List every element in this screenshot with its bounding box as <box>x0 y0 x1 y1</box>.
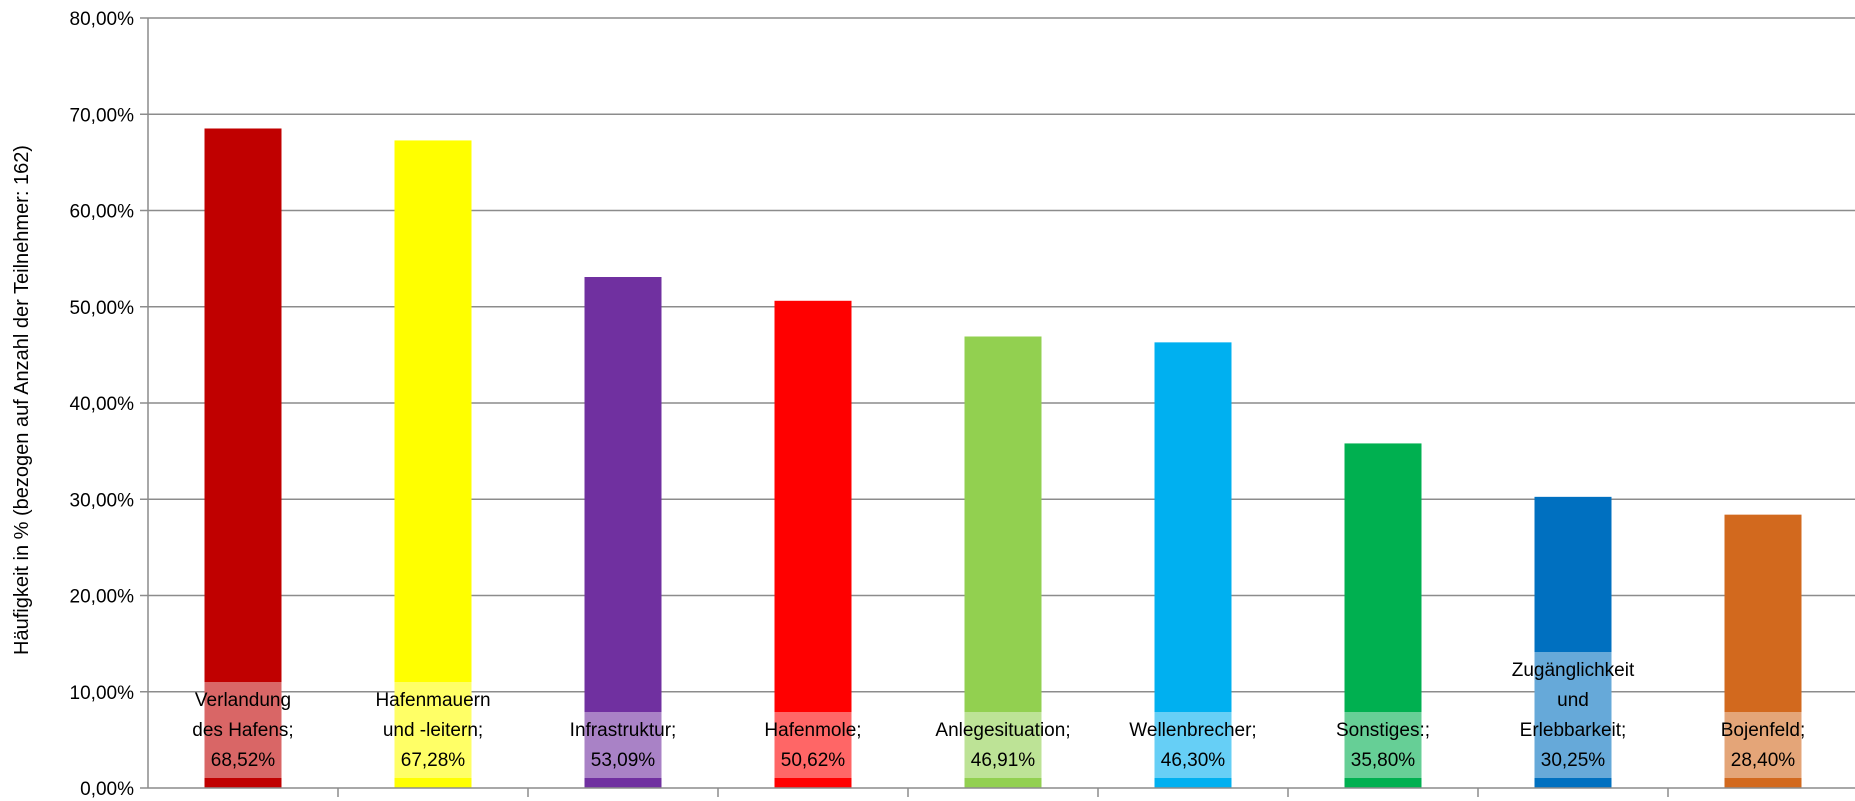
data-label: des Hafens; <box>192 720 293 741</box>
data-label: 35,80% <box>1351 750 1416 771</box>
data-label-background <box>1534 652 1612 778</box>
data-label: Hafenmauern <box>375 690 490 711</box>
bar <box>394 140 472 788</box>
bar <box>1344 443 1422 788</box>
y-tick-label: 20,00% <box>70 587 135 608</box>
y-tick-label: 0,00% <box>80 779 134 800</box>
y-tick-labels: 0,00% 10,00% 20,00% 30,00% 40,00% 50,00% 60,00… <box>70 9 135 800</box>
data-label: Verlandung <box>195 690 291 711</box>
data-label: 68,52% <box>211 750 276 771</box>
data-label: 53,09% <box>591 750 656 771</box>
bar <box>204 128 282 788</box>
y-tick-label: 30,00% <box>70 490 135 511</box>
axes <box>140 17 1855 797</box>
y-axis-label: Häufigkeit in % (bezogen auf Anzahl der … <box>11 145 33 655</box>
data-label: Wellenbrecher; <box>1129 720 1256 741</box>
y-tick-label: 80,00% <box>70 9 135 30</box>
data-label: 46,30% <box>1161 750 1226 771</box>
data-label-background <box>964 712 1042 778</box>
data-label: Zugänglichkeit <box>1512 660 1635 681</box>
data-label: Infrastruktur; <box>570 720 677 741</box>
data-label: Hafenmole; <box>764 720 861 741</box>
bar <box>964 336 1042 788</box>
data-label: Sonstiges:; <box>1336 720 1430 741</box>
data-label-background <box>584 712 662 778</box>
bar <box>1154 342 1232 788</box>
data-label: und -leitern; <box>383 720 483 741</box>
data-label: 50,62% <box>781 750 846 771</box>
data-label: 67,28% <box>401 750 466 771</box>
data-label-background <box>1154 712 1232 778</box>
data-labels: Verlandung des Hafens; 68,52% Hafenmauern un… <box>192 652 1805 778</box>
data-label: 46,91% <box>971 750 1036 771</box>
y-tick-label: 50,00% <box>70 298 135 319</box>
data-label: Bojenfeld; <box>1721 720 1806 741</box>
y-tick-label: 40,00% <box>70 394 135 415</box>
y-tick-label: 60,00% <box>70 202 135 223</box>
data-label: und <box>1557 690 1589 711</box>
bars <box>204 128 1802 788</box>
data-label-background <box>1344 712 1422 778</box>
data-label-background <box>394 682 472 778</box>
bar <box>584 277 662 788</box>
data-label: 28,40% <box>1731 750 1796 771</box>
data-label-background <box>1724 712 1802 778</box>
data-label-background <box>204 682 282 778</box>
bar <box>1534 496 1612 788</box>
bar <box>774 300 852 788</box>
bar <box>1724 514 1802 788</box>
data-label: Erlebbarkeit; <box>1520 720 1627 741</box>
y-tick-label: 10,00% <box>70 683 135 704</box>
data-label: Anlegesituation; <box>935 720 1070 741</box>
data-label: 30,25% <box>1541 750 1606 771</box>
data-label-background <box>774 712 852 778</box>
y-tick-label: 70,00% <box>70 105 135 126</box>
